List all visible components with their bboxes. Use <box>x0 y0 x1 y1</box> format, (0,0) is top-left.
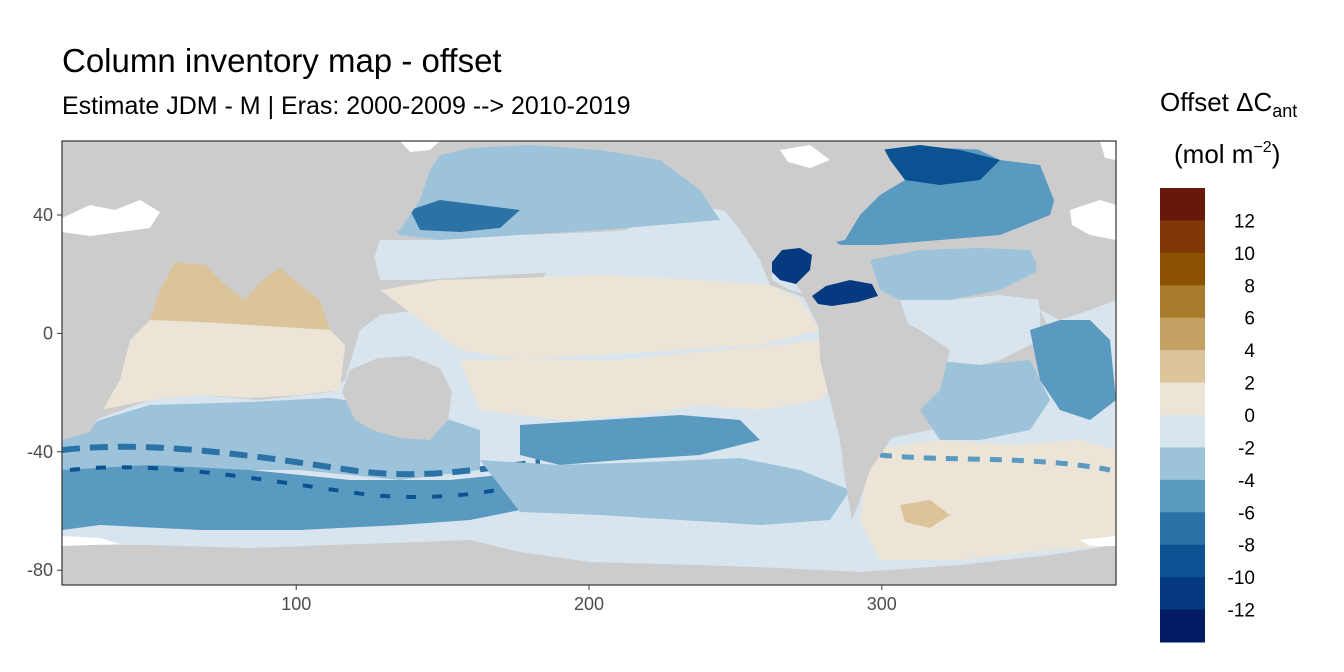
missing-arctic-3 <box>780 145 830 168</box>
southern-atlantic-sector <box>860 440 1116 560</box>
y-tick-label: -40 <box>27 442 53 462</box>
y-tick-label: 0 <box>43 323 53 343</box>
land-asia-europe <box>62 141 450 320</box>
colorbar-tick-label: 0 <box>1244 406 1255 427</box>
colorbar-tick-label: 12 <box>1234 211 1255 232</box>
north-pacific-subtropical <box>370 225 770 280</box>
x-tick-label: 200 <box>574 594 604 614</box>
north-atlantic-subpolar <box>820 148 1060 245</box>
north-atlantic-subtropical <box>870 248 1040 300</box>
colorbar-band <box>1160 447 1205 481</box>
colorbar-band <box>1160 382 1205 416</box>
antarctica-land <box>62 540 1116 585</box>
legend-title: Offset ΔCant <box>1160 87 1297 121</box>
missing-arctic-4 <box>1070 200 1116 240</box>
y-tick-label: 40 <box>33 205 53 225</box>
colorbar-band <box>1160 252 1205 286</box>
colorbar-band <box>1160 609 1205 643</box>
equatorial-pacific <box>380 275 820 360</box>
ocean-field <box>62 141 1116 585</box>
indian-ocean-north <box>150 262 330 330</box>
colorbar-band <box>1160 350 1205 384</box>
x-tick-label: 300 <box>867 594 897 614</box>
indian-ocean-tropical <box>100 320 345 410</box>
south-pacific-mid <box>520 415 760 465</box>
colorbar-band <box>1160 317 1205 351</box>
colorbar-tick-label: -10 <box>1228 568 1255 589</box>
colorbar-tick-label: 8 <box>1244 276 1255 297</box>
colorbar-band <box>1160 479 1205 513</box>
land-americas-south <box>818 305 950 520</box>
colorbar-tick-label: 10 <box>1234 244 1255 265</box>
south-pacific-subtropical <box>460 340 840 420</box>
legend: Offset ΔCant (mol m−2) 12 10 8 6 4 2 0 -2 -4 -6 -8… <box>1160 87 1297 643</box>
missing-arctic-5 <box>1100 141 1116 160</box>
south-atlantic-east <box>1030 320 1116 420</box>
south-pacific-south <box>480 458 850 525</box>
colorbar-tick-label: 6 <box>1244 309 1255 330</box>
colorbar-tick-label: -2 <box>1238 438 1255 459</box>
legend-units: (mol m−2) <box>1174 139 1280 169</box>
land-americas-north <box>700 141 905 300</box>
colorbar-tick-label: -12 <box>1228 601 1255 622</box>
gulf-of-mexico <box>772 248 812 284</box>
colorbar-band <box>1160 415 1205 448</box>
southern-atlantic-patch <box>900 500 950 528</box>
colorbar-band <box>1160 577 1205 611</box>
colorbar-band <box>1160 512 1205 546</box>
x-tick-label: 100 <box>281 594 311 614</box>
colorbar-tick-label: -4 <box>1238 471 1255 492</box>
colorbar-band <box>1160 544 1205 578</box>
map-panel <box>61 140 1117 586</box>
missing-arctic-1 <box>62 200 160 236</box>
missing-arctic-2 <box>400 141 440 152</box>
plot-title: Column inventory map - offset <box>62 42 502 79</box>
labrador-sea <box>880 145 1000 185</box>
y-tick-label: -80 <box>27 560 53 580</box>
land-australia <box>342 356 452 440</box>
colorbar-tick-label: 2 <box>1244 374 1255 395</box>
y-axis: 40 0 -40 -80 <box>27 205 62 580</box>
southern-atlantic-streaks <box>879 452 1111 473</box>
land-africa-west <box>1035 230 1116 320</box>
land-africa <box>62 250 150 440</box>
colorbar-tick-label: 4 <box>1244 341 1255 362</box>
colorbar <box>1160 188 1205 643</box>
colorbar-band <box>1160 188 1205 221</box>
colorbar-tick-label: -8 <box>1238 536 1255 557</box>
south-atlantic-west <box>920 360 1050 440</box>
plot-subtitle: Estimate JDM - M | Eras: 2000-2009 --> 2… <box>62 92 631 120</box>
southern-ocean-indian <box>62 465 520 530</box>
x-axis: 100 200 300 <box>281 585 897 614</box>
colorbar-band <box>1160 285 1205 319</box>
missing-southern-2 <box>1080 536 1116 546</box>
colorbar-tick-label: -6 <box>1238 503 1255 524</box>
kuroshio-extension <box>410 200 520 232</box>
colorbar-band <box>1160 220 1205 254</box>
missing-southern-1 <box>62 536 120 546</box>
caribbean-sea <box>812 280 878 306</box>
colorbar-labels: 12 10 8 6 4 2 0 -2 -4 -6 -8 -10 -12 <box>1228 211 1256 621</box>
